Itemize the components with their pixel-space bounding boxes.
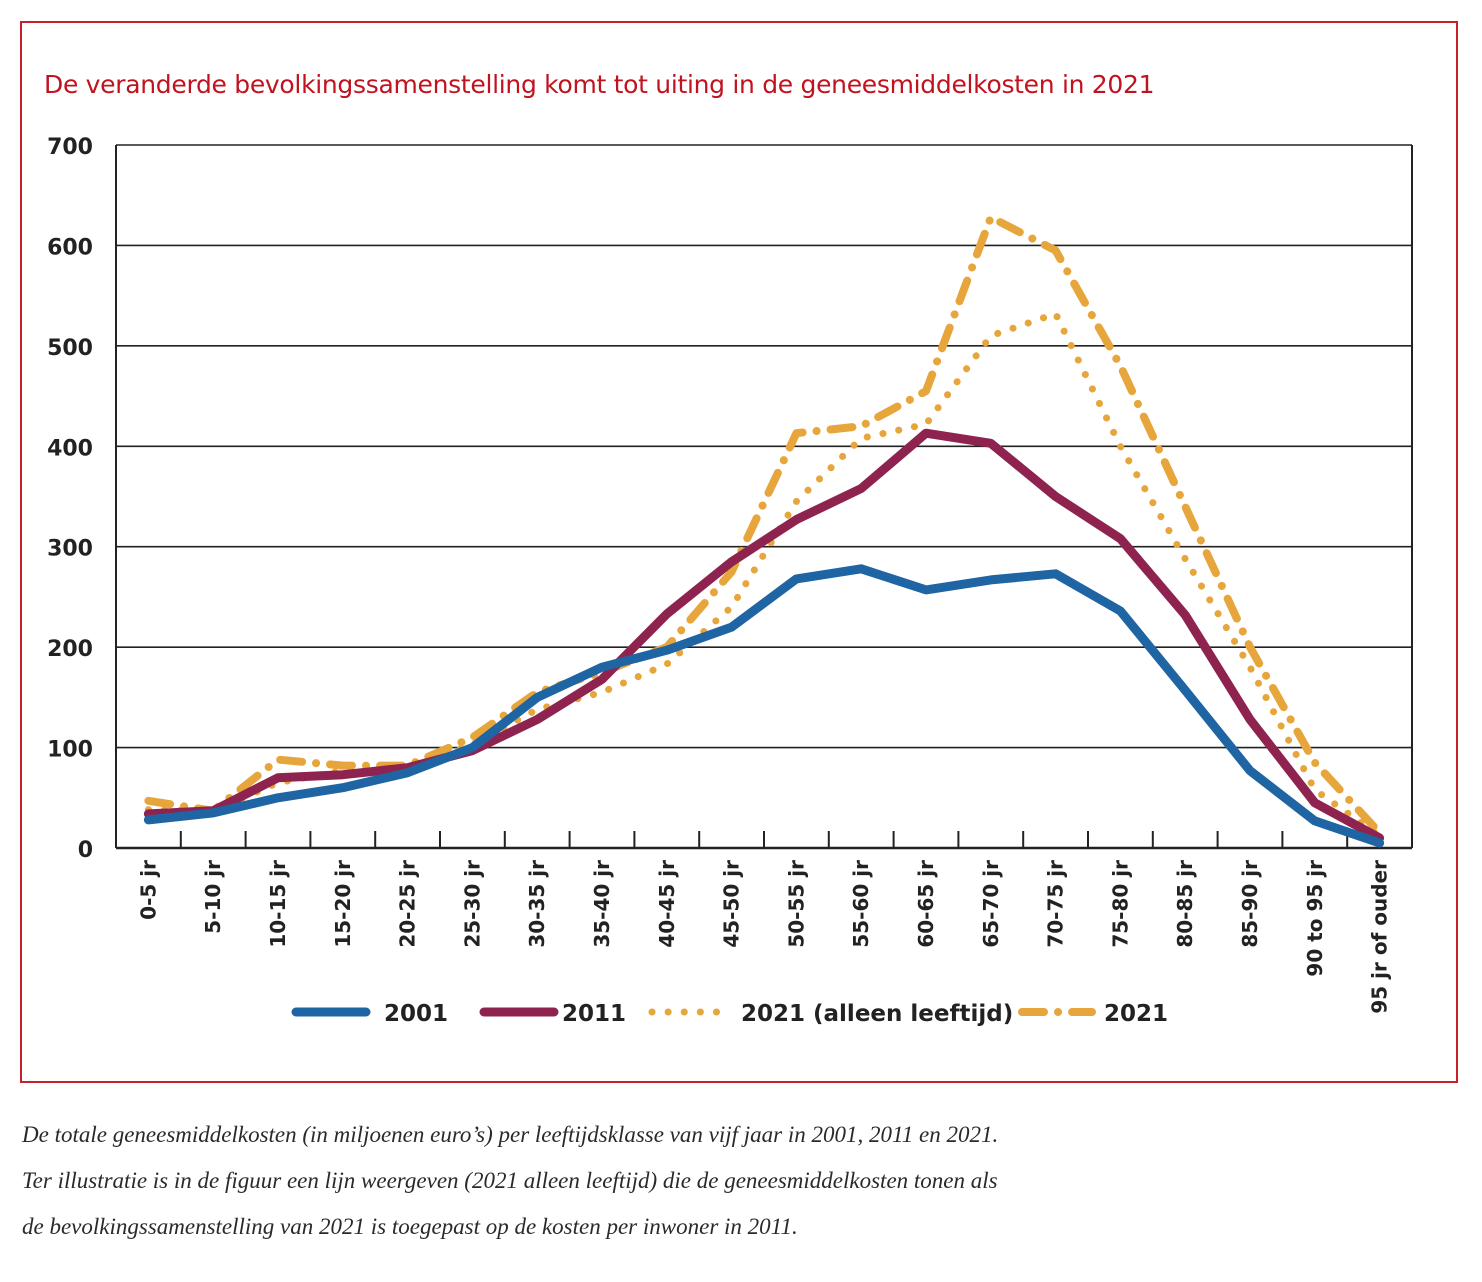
- x-tick-label: 75-80 jr: [1108, 860, 1132, 948]
- legend-label: 2001: [384, 1001, 448, 1027]
- caption-line-3: de bevolkingssamenstelling van 2021 is t…: [22, 1214, 798, 1239]
- x-tick-label: 0-5 jr: [136, 860, 160, 920]
- x-tick-label: 65-70 jr: [979, 860, 1003, 948]
- series-line-2011: [143, 428, 1385, 843]
- caption-line-2: Ter illustratie is in de figuur een lijn…: [22, 1168, 998, 1193]
- x-tick-label: 45-50 jr: [720, 860, 744, 948]
- x-tick-label: 85-90 jr: [1238, 860, 1262, 948]
- series-line-2001: [143, 564, 1385, 848]
- series-line-2021-alleen-leeftijd-: [144, 310, 1384, 840]
- legend-label: 2021: [1104, 1001, 1168, 1027]
- x-tick-label: 30-35 jr: [525, 860, 549, 948]
- series-lines: [143, 213, 1385, 848]
- x-tick-label: 95 jr of ouder: [1368, 860, 1392, 1014]
- axes: [115, 145, 1413, 850]
- gridlines: [116, 144, 1412, 749]
- legend: 2001 2011 2021 (alleen leeftijd) 2021: [291, 1001, 1168, 1027]
- y-tick-label: 100: [47, 738, 93, 763]
- x-tick-label: 5-10 jr: [201, 860, 225, 934]
- x-tick-label: 10-15 jr: [266, 860, 290, 948]
- x-tick-label: 25-30 jr: [460, 860, 484, 948]
- chart-frame: [20, 21, 1458, 1083]
- x-tick-label: 70-75 jr: [1044, 860, 1068, 948]
- y-tick-label: 400: [47, 436, 93, 461]
- y-tick-label: 200: [47, 637, 93, 662]
- legend-label: 2021 (alleen leeftijd): [741, 1001, 1013, 1027]
- y-tick-label: 700: [47, 135, 93, 160]
- caption-line-1: De totale geneesmiddelkosten (in miljoen…: [22, 1122, 999, 1147]
- y-tick-label: 0: [78, 838, 93, 863]
- figure-caption: De totale geneesmiddelkosten (in miljoen…: [22, 1112, 1462, 1250]
- y-tick-label: 300: [47, 537, 93, 562]
- x-tick-label: 50-55 jr: [784, 860, 808, 948]
- x-tick-label: 20-25 jr: [396, 860, 420, 948]
- legend-label: 2011: [562, 1001, 626, 1027]
- x-tick-label: 40-45 jr: [655, 860, 679, 948]
- y-axis-tick-labels: 0 100 200 300 400 500 600 700: [47, 135, 93, 863]
- legend-item: 2021: [1018, 1001, 1168, 1027]
- y-tick-label: 600: [47, 235, 93, 260]
- legend-item: 2011: [479, 1001, 626, 1027]
- x-axis-tick-labels: 0-5 jr 5-10 jr 10-15 jr 15-20 jr 20-25 jr 25-…: [136, 860, 1391, 1014]
- x-tick-label: 15-20 jr: [331, 860, 355, 948]
- x-tick-label: 60-65 jr: [914, 860, 938, 948]
- x-tick-label: 90 to 95 jr: [1303, 860, 1327, 977]
- x-tick-label: 80-85 jr: [1173, 860, 1197, 948]
- series-line-2021: [144, 213, 1384, 837]
- x-tick-label: 55-60 jr: [849, 860, 873, 948]
- legend-item: 2021 (alleen leeftijd): [648, 1001, 1013, 1027]
- x-tick-label: 35-40 jr: [590, 860, 614, 948]
- chart-title: De veranderde bevolkingssamenstelling ko…: [44, 70, 1155, 99]
- line-chart: 0 100 200 300 400 500 600 700 0-5 jr 5-10 jr 10-1…: [47, 135, 1413, 1027]
- legend-item: 2001: [291, 1001, 448, 1027]
- y-tick-label: 500: [47, 336, 93, 361]
